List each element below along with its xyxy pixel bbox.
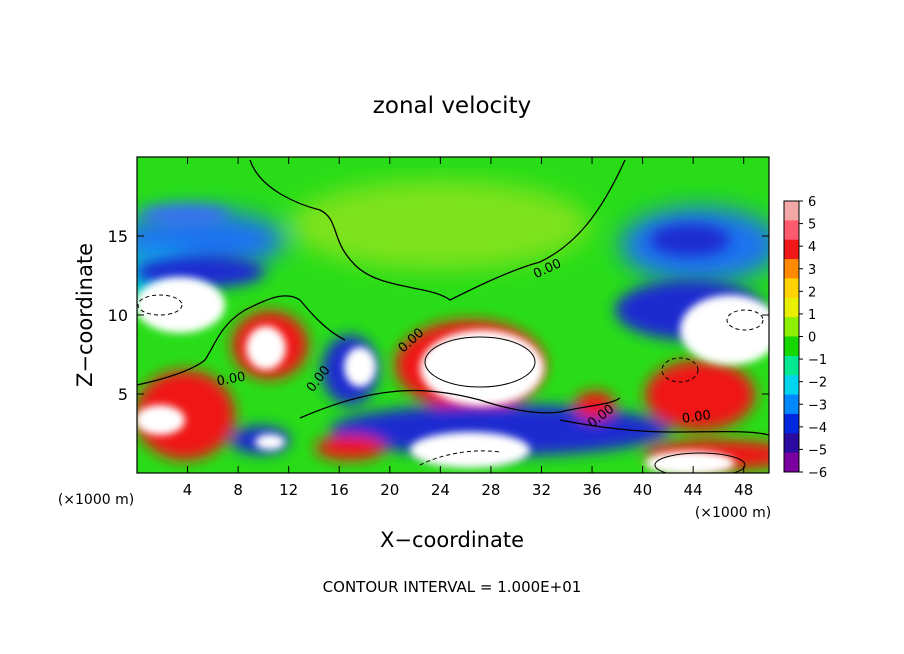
colorbar-tick-label: 1 (808, 308, 816, 323)
y-tick-label: 10 (108, 306, 128, 325)
y-axis-title: Z−coordinate (73, 243, 97, 387)
x-unit-left: (×1000 m) (58, 492, 134, 508)
y-axis: 5 10 15 (108, 227, 769, 404)
colorbar-tick-label: −4 (808, 421, 827, 436)
x-tick-label: 36 (582, 481, 601, 499)
colorbar-swatch (784, 317, 799, 337)
colorbar-tick-label: 6 (808, 195, 816, 210)
colorbar-tick-label: 3 (808, 263, 816, 278)
x-tick-label: 40 (633, 481, 652, 499)
chart-title: zonal velocity (373, 93, 531, 119)
x-tick-label: 24 (431, 481, 450, 499)
colorbar-swatch (784, 452, 799, 473)
colorbar-swatch (784, 433, 799, 454)
colorbar-swatch (784, 413, 799, 434)
colorbar-swatch (784, 394, 799, 415)
contour-label: 0.00 (681, 408, 712, 427)
colorbar-swatch (784, 201, 799, 221)
x-tick-label: 20 (380, 481, 399, 499)
colorbar-tick-label: −1 (808, 353, 827, 368)
contour-lines (137, 159, 769, 473)
y-tick-label: 5 (118, 385, 128, 404)
x-tick-label: 48 (734, 481, 753, 499)
contour-label: 0.00 (216, 370, 247, 390)
colorbar-tick-label: 0 (808, 331, 816, 346)
x-tick-label: 16 (330, 481, 349, 499)
colorbar-tick-label: 4 (808, 240, 816, 255)
heatmap-field (137, 157, 769, 473)
colorbar-tick-label: −3 (808, 398, 827, 413)
x-tick-label: 4 (183, 481, 193, 499)
colorbar-swatch (784, 278, 799, 299)
colorbar-swatch (784, 375, 799, 396)
colorbar-tick-label: −6 (808, 466, 827, 481)
colorbar-swatch (784, 336, 799, 357)
x-tick-label: 32 (532, 481, 551, 499)
x-axis-title: X−coordinate (380, 528, 524, 552)
colorbar-swatch (784, 220, 799, 241)
x-tick-label: 28 (481, 481, 500, 499)
x-tick-label: 44 (684, 481, 703, 499)
colorbar-tick-label: 5 (808, 218, 816, 233)
colorbar-swatch (784, 239, 799, 260)
colorbar-tick-label: −5 (808, 443, 827, 458)
x-tick-label: 8 (233, 481, 243, 499)
colorbar-tick-label: −2 (808, 376, 827, 391)
x-axis: 4 8 12 16 20 24 28 32 36 40 44 48 (183, 157, 753, 499)
negative-contours (137, 294, 764, 466)
colorbar-swatch (784, 259, 799, 279)
colorbar: 6 5 4 3 2 1 0 −1 −2 −3 −4 −5 −6 (783, 195, 827, 481)
colorbar-tick-label: 2 (808, 285, 816, 300)
y-tick-label: 15 (108, 227, 128, 246)
colorbar-swatch (784, 355, 799, 376)
x-unit-right: (×1000 m) (695, 505, 771, 521)
colorbar-swatch (784, 297, 799, 318)
contour-interval-note: CONTOUR INTERVAL = 1.000E+01 (323, 578, 582, 596)
x-tick-label: 12 (279, 481, 298, 499)
